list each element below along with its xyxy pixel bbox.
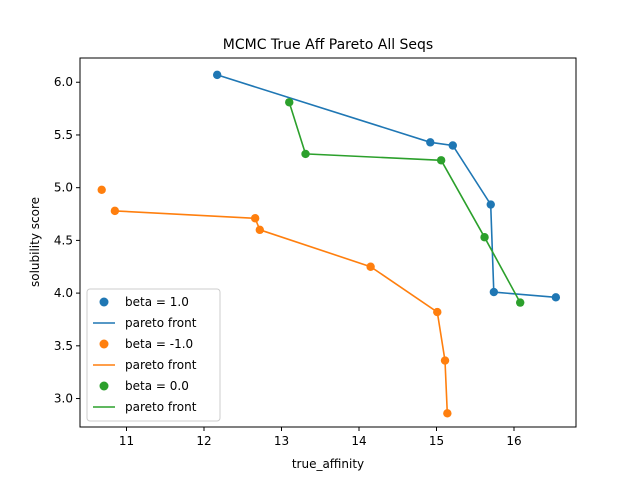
pareto-front-line [216,74,556,299]
x-tick-label: 11 [119,434,134,448]
y-tick-label: 4.0 [54,286,73,300]
legend-marker [99,297,109,307]
series-1 [97,185,452,418]
legend-label: beta = 0.0 [125,379,189,393]
x-tick-label: 16 [506,434,521,448]
scatter-point [110,206,120,216]
scatter-point [551,293,561,302]
y-tick-label: 4.5 [54,233,73,247]
plot-area [97,70,561,418]
legend-label: beta = 1.0 [125,295,189,309]
legend-label: pareto front [125,316,197,330]
pareto-front-line [288,102,521,303]
x-axis-ticks: 11 12 13 14 15 16 [119,427,522,448]
y-axis-label: solubility score [28,197,42,287]
x-tick-label: 14 [351,434,366,448]
series-2 [285,98,525,307]
x-tick-label: 12 [196,434,211,448]
pareto-front-line [114,210,449,414]
legend-marker [99,381,109,391]
x-tick-label: 13 [274,434,289,448]
axes-frame [79,57,577,428]
legend: beta = 1.0 pareto front beta = -1.0 pareto … [86,288,221,422]
series-0 [212,70,561,302]
y-tick-label: 5.5 [54,128,73,142]
legend-label: pareto front [125,400,197,414]
legend-label: pareto front [125,358,197,372]
legend-box [86,288,221,422]
scatter-point [97,185,106,194]
chart-title: MCMC True Aff Pareto All Seqs [223,37,433,53]
scatter-point [212,70,222,80]
x-tick-label: 15 [429,434,444,448]
scatter-point [285,98,294,107]
legend-marker [99,339,109,349]
x-axis-label: true_affinity [292,457,364,471]
y-tick-label: 3.5 [54,339,73,353]
y-tick-label: 6.0 [54,75,73,89]
y-axis-ticks: 3.0 3.5 4.0 4.5 5.0 5.5 6.0 [54,75,80,406]
y-tick-label: 3.0 [54,392,73,406]
legend-label: beta = -1.0 [125,337,193,351]
y-tick-label: 5.0 [54,181,73,195]
